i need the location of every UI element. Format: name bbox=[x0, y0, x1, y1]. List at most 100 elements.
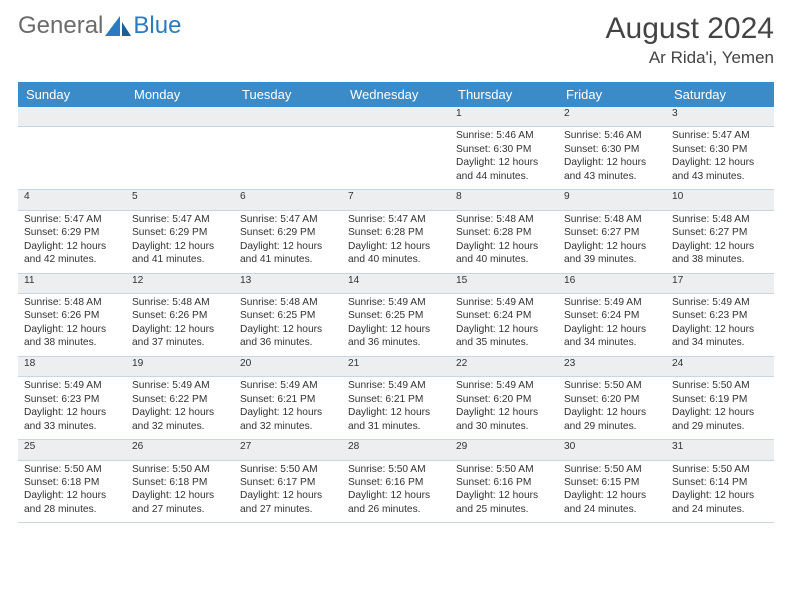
sunset-text: Sunset: 6:18 PM bbox=[132, 476, 228, 489]
sunrise-text: Sunrise: 5:47 AM bbox=[240, 213, 336, 226]
sunset-text: Sunset: 6:20 PM bbox=[456, 393, 552, 406]
day-header: Thursday bbox=[450, 82, 558, 107]
day-number: 11 bbox=[18, 273, 126, 293]
day-number: 19 bbox=[126, 356, 234, 376]
day-number bbox=[126, 107, 234, 127]
sunset-text: Sunset: 6:28 PM bbox=[456, 226, 552, 239]
sunset-text: Sunset: 6:23 PM bbox=[24, 393, 120, 406]
day-number: 6 bbox=[234, 190, 342, 210]
day-header: Friday bbox=[558, 82, 666, 107]
calendar-head: SundayMondayTuesdayWednesdayThursdayFrid… bbox=[18, 82, 774, 107]
day-cell: Sunrise: 5:49 AMSunset: 6:23 PMDaylight:… bbox=[18, 377, 126, 440]
day-content-row: Sunrise: 5:46 AM Sunset: 6:30 PM Daylight:… bbox=[18, 127, 774, 190]
day-number: 7 bbox=[342, 190, 450, 210]
daylight-text: Daylight: 12 hours and 31 minutes. bbox=[348, 406, 444, 433]
sunset-text: Sunset: 6:24 PM bbox=[564, 309, 660, 322]
sunset-text: Sunset: 6:29 PM bbox=[132, 226, 228, 239]
sunset-text: Sunset: 6:16 PM bbox=[348, 476, 444, 489]
daylight-text: Daylight: 12 hours and 24 minutes. bbox=[564, 489, 660, 516]
day-number: 21 bbox=[342, 356, 450, 376]
day-cell bbox=[234, 127, 342, 190]
day-cell: Sunrise: 5:49 AMSunset: 6:21 PMDaylight:… bbox=[234, 377, 342, 440]
day-cell bbox=[126, 127, 234, 190]
day-number bbox=[234, 107, 342, 127]
daylight-text: Daylight: 12 hours and 28 minutes. bbox=[24, 489, 120, 516]
sunset-text: Sunset: 6:30 PM bbox=[672, 143, 768, 156]
day-number-row: 123 bbox=[18, 107, 774, 127]
day-cell: Sunrise: 5:48 AMSunset: 6:26 PMDaylight:… bbox=[18, 293, 126, 356]
daylight-text: Daylight: 12 hours and 38 minutes. bbox=[24, 323, 120, 350]
day-cell: Sunrise: 5:49 AMSunset: 6:20 PMDaylight:… bbox=[450, 377, 558, 440]
sunrise-text: Sunrise: 5:47 AM bbox=[672, 129, 768, 142]
day-cell: Sunrise: 5:50 AMSunset: 6:18 PMDaylight:… bbox=[126, 460, 234, 523]
sunset-text: Sunset: 6:22 PM bbox=[132, 393, 228, 406]
day-content-row: Sunrise: 5:50 AMSunset: 6:18 PMDaylight:… bbox=[18, 460, 774, 523]
location: Ar Rida'i, Yemen bbox=[606, 48, 774, 68]
sunrise-text: Sunrise: 5:46 AM bbox=[564, 129, 660, 142]
sunrise-text: Sunrise: 5:47 AM bbox=[348, 213, 444, 226]
daylight-text: Daylight: 12 hours and 42 minutes. bbox=[24, 240, 120, 267]
day-header: Wednesday bbox=[342, 82, 450, 107]
day-number: 14 bbox=[342, 273, 450, 293]
logo-sail-icon bbox=[105, 16, 131, 36]
daylight-text: Daylight: 12 hours and 40 minutes. bbox=[348, 240, 444, 267]
day-number: 9 bbox=[558, 190, 666, 210]
sunrise-text: Sunrise: 5:49 AM bbox=[24, 379, 120, 392]
day-number: 24 bbox=[666, 356, 774, 376]
day-number: 16 bbox=[558, 273, 666, 293]
sunrise-text: Sunrise: 5:48 AM bbox=[564, 213, 660, 226]
day-header: Sunday bbox=[18, 82, 126, 107]
day-cell: Sunrise: 5:48 AMSunset: 6:26 PMDaylight:… bbox=[126, 293, 234, 356]
day-number: 15 bbox=[450, 273, 558, 293]
day-content-row: Sunrise: 5:47 AM Sunset: 6:29 PM Daylight:… bbox=[18, 210, 774, 273]
day-number bbox=[342, 107, 450, 127]
sunrise-text: Sunrise: 5:50 AM bbox=[132, 463, 228, 476]
day-number bbox=[18, 107, 126, 127]
day-cell: Sunrise: 5:48 AMSunset: 6:27 PMDaylight:… bbox=[558, 210, 666, 273]
sunrise-text: Sunrise: 5:48 AM bbox=[24, 296, 120, 309]
day-cell: Sunrise: 5:47 AMSunset: 6:29 PMDaylight:… bbox=[234, 210, 342, 273]
day-content-row: Sunrise: 5:49 AMSunset: 6:23 PMDaylight:… bbox=[18, 377, 774, 440]
sunset-text: Sunset: 6:27 PM bbox=[564, 226, 660, 239]
daylight-text: Daylight: 12 hours and 29 minutes. bbox=[672, 406, 768, 433]
sunset-text: Sunset: 6:25 PM bbox=[240, 309, 336, 322]
sunset-text: Sunset: 6:26 PM bbox=[24, 309, 120, 322]
day-header: Monday bbox=[126, 82, 234, 107]
day-header: Saturday bbox=[666, 82, 774, 107]
header: General Blue August 2024 Ar Rida'i, Yeme… bbox=[18, 12, 774, 68]
sunset-text: Sunset: 6:21 PM bbox=[240, 393, 336, 406]
day-number: 4 bbox=[18, 190, 126, 210]
day-cell: Sunrise: 5:50 AMSunset: 6:16 PMDaylight:… bbox=[342, 460, 450, 523]
sunrise-text: Sunrise: 5:50 AM bbox=[672, 379, 768, 392]
title-block: August 2024 Ar Rida'i, Yemen bbox=[606, 12, 774, 68]
daylight-text: Daylight: 12 hours and 44 minutes. bbox=[456, 156, 552, 183]
day-number: 17 bbox=[666, 273, 774, 293]
daylight-text: Daylight: 12 hours and 41 minutes. bbox=[240, 240, 336, 267]
day-content-row: Sunrise: 5:48 AMSunset: 6:26 PMDaylight:… bbox=[18, 293, 774, 356]
sunrise-text: Sunrise: 5:50 AM bbox=[672, 463, 768, 476]
daylight-text: Daylight: 12 hours and 27 minutes. bbox=[240, 489, 336, 516]
daylight-text: Daylight: 12 hours and 27 minutes. bbox=[132, 489, 228, 516]
logo: General Blue bbox=[18, 12, 181, 40]
sunrise-text: Sunrise: 5:48 AM bbox=[672, 213, 768, 226]
daylight-text: Daylight: 12 hours and 34 minutes. bbox=[672, 323, 768, 350]
sunrise-text: Sunrise: 5:49 AM bbox=[456, 379, 552, 392]
day-cell: Sunrise: 5:47 AMSunset: 6:30 PMDaylight:… bbox=[666, 127, 774, 190]
day-number-row: 45678910 bbox=[18, 190, 774, 210]
day-cell: Sunrise: 5:48 AMSunset: 6:27 PMDaylight:… bbox=[666, 210, 774, 273]
day-number: 18 bbox=[18, 356, 126, 376]
day-cell: Sunrise: 5:50 AMSunset: 6:16 PMDaylight:… bbox=[450, 460, 558, 523]
sunset-text: Sunset: 6:18 PM bbox=[24, 476, 120, 489]
day-cell: Sunrise: 5:48 AMSunset: 6:28 PMDaylight:… bbox=[450, 210, 558, 273]
day-number: 27 bbox=[234, 440, 342, 460]
day-cell: Sunrise: 5:48 AMSunset: 6:25 PMDaylight:… bbox=[234, 293, 342, 356]
day-number: 29 bbox=[450, 440, 558, 460]
day-cell: Sunrise: 5:49 AMSunset: 6:25 PMDaylight:… bbox=[342, 293, 450, 356]
day-cell: Sunrise: 5:50 AMSunset: 6:20 PMDaylight:… bbox=[558, 377, 666, 440]
day-number: 26 bbox=[126, 440, 234, 460]
logo-text-blue: Blue bbox=[133, 12, 181, 40]
day-number: 1 bbox=[450, 107, 558, 127]
day-number-row: 11121314151617 bbox=[18, 273, 774, 293]
day-cell: Sunrise: 5:50 AMSunset: 6:15 PMDaylight:… bbox=[558, 460, 666, 523]
sunrise-text: Sunrise: 5:47 AM bbox=[24, 213, 120, 226]
